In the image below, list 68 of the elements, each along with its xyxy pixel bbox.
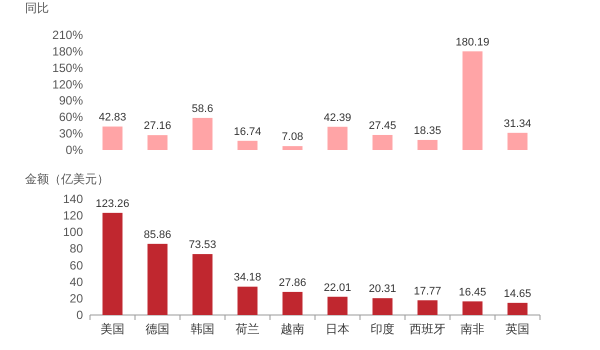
x-tick-label: 荷兰 [236,322,260,336]
data-label: 123.26 [96,198,130,210]
bar [282,146,302,150]
bar [418,300,438,315]
data-label: 20.31 [368,283,396,296]
data-label: 85.86 [144,228,172,241]
bar [148,244,168,315]
x-tick-label: 韩国 [190,322,214,336]
bar [238,286,258,315]
y-tick-label: 40 [70,274,84,289]
y-axis-title: 同比 [25,1,49,15]
y-tick-label: 120 [62,208,84,223]
data-label: 58.6 [192,102,214,115]
bar [102,212,122,315]
data-label: 73.53 [188,239,216,252]
y-axis-title: 金额（亿美元） [25,172,109,186]
data-label: 16.74 [234,126,262,138]
x-tick-label: 美国 [100,322,124,336]
y-tick-label: 180% [52,44,84,58]
bar [328,126,348,150]
y-tick-label: 140 [62,192,84,206]
data-label: 42.39 [324,112,352,124]
y-tick-label: 30% [58,126,84,141]
bar [418,140,438,150]
y-tick-label: 0% [66,143,84,157]
y-tick-label: 120% [52,77,84,92]
data-label: 34.18 [234,272,262,284]
data-label: 42.83 [98,112,126,124]
y-tick-label: 150% [52,60,84,75]
y-tick-label: 80 [70,242,84,256]
x-tick-label: 南非 [460,322,484,336]
bar [462,301,482,315]
bar [238,140,258,150]
y-tick-label: 20 [70,291,84,306]
x-tick-label: 西班牙 [410,322,446,336]
data-label: 14.65 [504,288,532,300]
bar [508,132,528,150]
bar [372,134,392,150]
data-label: 18.35 [414,124,442,137]
bar [102,126,122,150]
y-tick-label: 60 [70,258,84,272]
data-label: 16.45 [458,286,486,298]
data-label: 27.86 [278,276,306,289]
bar [148,135,168,150]
bar [328,296,348,315]
x-tick-label: 越南 [280,322,304,336]
x-tick-label: 印度 [370,322,394,336]
data-label: 27.16 [144,120,172,132]
y-tick-label: 100 [62,225,84,240]
x-tick-label: 英国 [506,322,530,336]
bar [282,292,302,315]
bar [462,51,482,150]
y-tick-label: 60% [58,110,84,124]
bar [192,254,212,315]
data-label: 27.45 [368,120,396,132]
y-tick-label: 210% [52,28,84,42]
y-tick-label: 0 [76,308,84,322]
y-tick-label: 90% [58,94,84,108]
data-label: 22.01 [324,282,352,294]
x-tick-label: 日本 [326,322,350,336]
data-label: 31.34 [504,118,532,130]
x-tick-label: 德国 [146,322,170,336]
bar [192,118,212,150]
data-label: 7.08 [282,131,304,144]
bar [372,298,392,315]
bar [508,302,528,315]
data-label: 17.77 [414,285,442,298]
data-label: 180.19 [456,36,490,48]
